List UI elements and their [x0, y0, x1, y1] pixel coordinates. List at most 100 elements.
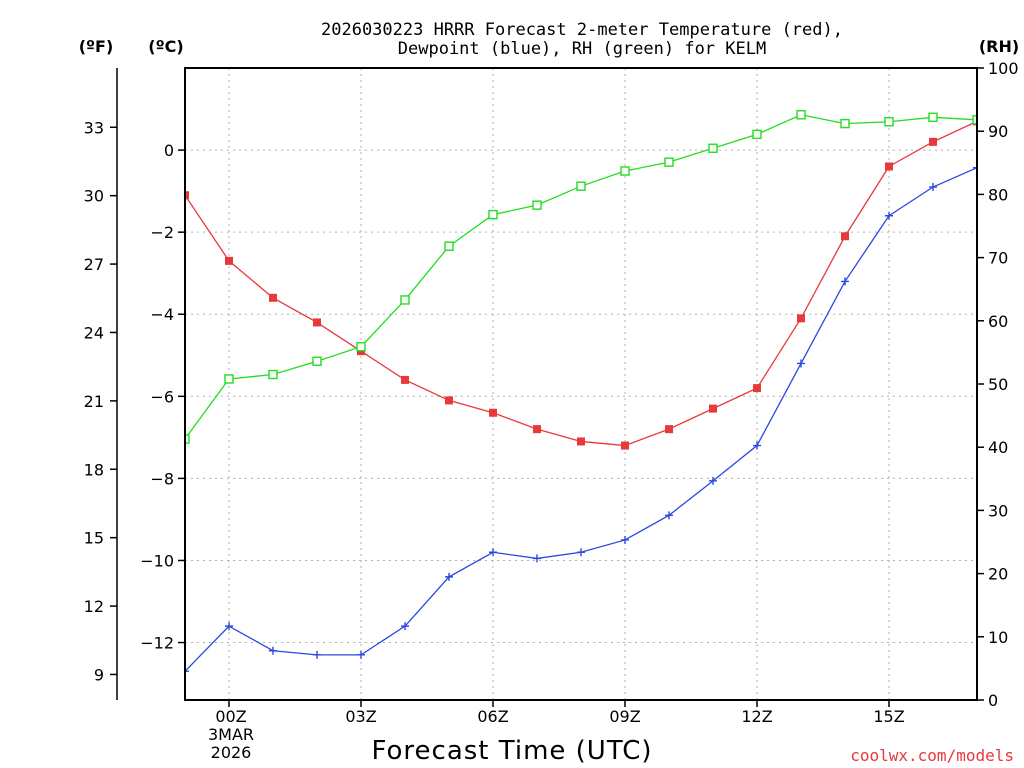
rh-point: [444, 241, 454, 251]
temperature-point: [489, 408, 497, 417]
dewpoint-point: [885, 211, 893, 220]
dewpoint-point: [185, 667, 189, 676]
fahrenheit-tick-label: 18: [84, 460, 104, 479]
dewpoint-point: [665, 511, 673, 520]
temperature-point: [753, 384, 761, 393]
data-series: [185, 110, 977, 676]
temperature-line: [185, 120, 977, 447]
rh-point: [356, 342, 366, 352]
rh-point: [400, 295, 410, 305]
celsius-tick-label: −10: [140, 551, 174, 570]
temperature-point: [665, 425, 673, 434]
fahrenheit-tick-label: 21: [84, 392, 104, 411]
dewpoint-point: [841, 277, 849, 286]
dewpoint-point: [401, 622, 409, 631]
fahrenheit-tick-label: 12: [84, 597, 104, 616]
celsius-tick-label: −4: [150, 305, 174, 324]
dewpoint-point: [533, 554, 541, 563]
rh-tick-label: 70: [988, 249, 1008, 268]
rh-point: [224, 374, 234, 384]
dewpoint-line: [185, 167, 977, 672]
temperature-point: [797, 314, 805, 323]
x-tick-label: 12Z: [741, 707, 772, 726]
fahrenheit-tick-label: 15: [84, 529, 104, 548]
temperature-point: [621, 441, 629, 450]
rh-point: [620, 166, 630, 176]
celsius-tick-label: −2: [150, 223, 174, 242]
temperature-point: [313, 318, 321, 327]
series-group: [185, 110, 977, 676]
dewpoint-point: [577, 548, 585, 557]
rh-point: [708, 143, 718, 153]
dewpoint-point: [709, 476, 717, 485]
dewpoint-point: [445, 572, 453, 581]
rh-point: [488, 209, 498, 220]
temperature-point: [401, 375, 409, 384]
celsius-tick-label: 0: [164, 141, 174, 160]
rh-tick-label: 100: [988, 59, 1019, 78]
celsius-unit-label: (ºC): [148, 37, 183, 56]
rh-tick-label: 80: [988, 185, 1008, 204]
rh-point: [312, 356, 322, 366]
rh-tick-label: 50: [988, 375, 1008, 394]
plot-frame: [184, 67, 978, 701]
temperature-point: [577, 437, 585, 446]
rh-tick-label: 60: [988, 312, 1008, 331]
rh-point: [928, 112, 938, 122]
fahrenheit-tick-label: 33: [84, 118, 104, 137]
rh-tick-label: 90: [988, 122, 1008, 141]
axis-ticks: 0 −2 −4 −6 −8 −10 −12 03Z 06Z 09Z 12Z 15Z 33 30 27 24 21…: [84, 59, 1019, 726]
temperature-point: [841, 232, 849, 241]
temperature-point: [225, 256, 233, 265]
rh-point: [796, 110, 806, 120]
rh-point: [185, 434, 190, 444]
temperature-point: [445, 396, 453, 405]
rh-tick-label: 20: [988, 565, 1008, 584]
fahrenheit-tick-label: 24: [84, 323, 104, 342]
rh-tick-label: 10: [988, 628, 1008, 647]
temperature-point: [885, 162, 893, 171]
rh-point: [576, 181, 586, 191]
dewpoint-point: [357, 650, 365, 659]
x-start-year-label: 2026: [211, 743, 252, 762]
chart-title-line1: 2026030223 HRRR Forecast 2-meter Tempera…: [321, 20, 843, 40]
x-axis-title: Forecast Time (UTC): [371, 736, 652, 766]
rh-point: [972, 115, 977, 125]
rh-point: [532, 200, 542, 210]
rh-unit-label: (RH): [979, 37, 1019, 56]
rh-line: [185, 114, 977, 440]
fahrenheit-tick-label: 27: [84, 255, 104, 274]
dewpoint-point: [313, 650, 321, 659]
rh-point: [840, 118, 850, 129]
celsius-tick-label: −8: [150, 469, 174, 488]
rh-tick-label: 30: [988, 501, 1008, 520]
fahrenheit-unit-label: (ºF): [79, 37, 114, 56]
dewpoint-point: [489, 548, 497, 557]
dewpoint-point: [225, 622, 233, 631]
celsius-tick-label: −6: [150, 387, 174, 406]
x-tick-label: 03Z: [345, 707, 376, 726]
x-tick-label: 06Z: [477, 707, 508, 726]
dewpoint-point: [753, 441, 761, 450]
dewpoint-point: [269, 646, 277, 655]
watermark-text: coolwx.com/models: [850, 746, 1014, 765]
x-start-date-label: 3MAR: [208, 725, 254, 744]
dewpoint-point: [973, 163, 977, 172]
rh-tick-label: 40: [988, 438, 1008, 457]
chart-title-line2: Dewpoint (blue), RH (green) for KELM: [398, 39, 766, 59]
dewpoint-point: [621, 535, 629, 544]
temperature-point: [929, 137, 937, 146]
x-tick-label: 15Z: [873, 707, 904, 726]
fahrenheit-tick-label: 9: [94, 665, 104, 684]
rh-point: [884, 117, 894, 127]
temperature-point: [185, 191, 189, 200]
rh-point: [752, 129, 762, 140]
gridlines: [185, 68, 977, 700]
x-tick-label: 09Z: [609, 707, 640, 726]
rh-point: [268, 369, 278, 380]
rh-tick-label: 0: [988, 691, 998, 710]
celsius-tick-label: −12: [140, 634, 174, 653]
temperature-point: [533, 425, 541, 434]
fahrenheit-tick-label: 30: [84, 187, 104, 206]
